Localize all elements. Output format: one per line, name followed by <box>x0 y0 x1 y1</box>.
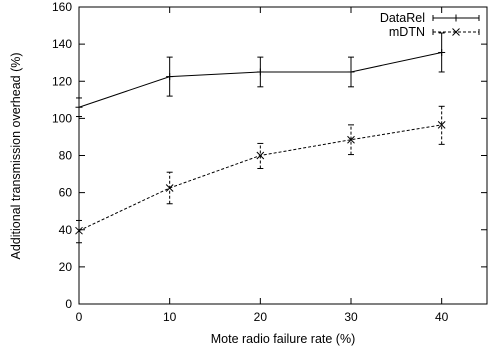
error-bar <box>76 219 82 244</box>
x-axis-title: Mote radio failure rate (%) <box>211 332 356 346</box>
data-point <box>256 151 265 160</box>
y-tick-label: 140 <box>52 37 72 51</box>
error-bar <box>348 124 354 156</box>
x-tick-label: 10 <box>163 310 177 324</box>
y-tick-label: 60 <box>59 186 73 200</box>
series-datarel <box>75 32 446 118</box>
data-point <box>165 184 174 192</box>
legend-item-datarel: DataRel <box>380 11 480 25</box>
y-tick-label: 20 <box>59 260 73 274</box>
series-line <box>78 124 442 232</box>
data-point <box>347 135 355 144</box>
y-axis-title: Additional transmission overhead (%) <box>9 52 23 259</box>
x-tick-label: 30 <box>344 310 358 324</box>
series-mdtn <box>75 105 446 244</box>
axis-ticks: 0 10 20 30 40 0 20 40 60 80 100 120 140 160 <box>52 0 487 324</box>
y-tick-label: 40 <box>59 223 73 237</box>
data-point <box>75 226 83 235</box>
y-tick-label: 120 <box>52 74 72 88</box>
y-tick-label: 80 <box>59 149 73 163</box>
y-tick-label: 0 <box>65 297 72 311</box>
plot-frame <box>78 6 488 305</box>
x-tick-label: 20 <box>254 310 268 324</box>
error-bar <box>438 105 445 145</box>
series-layer <box>75 32 446 244</box>
legend-marker <box>452 28 460 36</box>
x-tick-label: 40 <box>435 310 449 324</box>
legend-label: DataRel <box>380 11 425 25</box>
data-point <box>437 121 446 129</box>
y-tick-label: 160 <box>52 0 72 14</box>
y-tick-label: 100 <box>52 111 72 125</box>
x-tick-label: 0 <box>76 310 83 324</box>
legend-item-mdtn: mDTN <box>389 25 480 39</box>
legend-label: mDTN <box>389 25 425 39</box>
